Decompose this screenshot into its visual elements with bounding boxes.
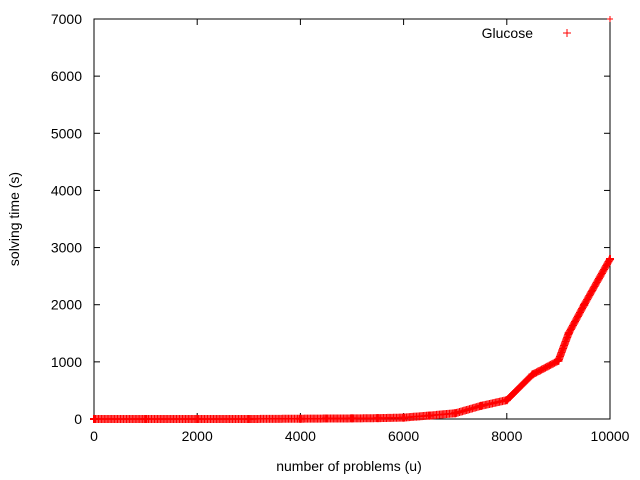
data-point <box>90 415 98 423</box>
y-tick-label: 2000 <box>51 297 82 313</box>
x-axis-label: number of problems (u) <box>276 458 422 474</box>
data-point <box>528 370 537 379</box>
data-point <box>607 16 613 22</box>
plot-area <box>93 18 611 420</box>
data-point <box>451 409 460 418</box>
data-point <box>244 415 253 423</box>
x-tick-label: 4000 <box>285 428 316 444</box>
y-axis-label: solving time (s) <box>6 172 22 266</box>
legend-marker-glyph <box>563 29 571 37</box>
data-point <box>425 411 434 420</box>
legend-marker-glucose <box>563 29 571 37</box>
data-point <box>399 413 408 422</box>
legend: Glucose <box>482 25 571 41</box>
x-tick-label: 6000 <box>388 428 419 444</box>
x-tick-label: 8000 <box>491 428 522 444</box>
series-layer <box>90 16 614 423</box>
data-point <box>606 255 614 263</box>
x-tick-label: 10000 <box>591 428 630 444</box>
y-tick-label: 1000 <box>51 354 82 370</box>
y-tick-label: 0 <box>74 411 82 427</box>
data-point <box>193 415 202 423</box>
data-point <box>373 414 382 423</box>
y-tick-label: 7000 <box>51 11 82 27</box>
ticks <box>93 18 611 420</box>
x-tick-label: 0 <box>90 428 98 444</box>
data-point <box>348 414 356 423</box>
data-point <box>141 415 150 423</box>
data-point <box>296 414 305 423</box>
y-tick-label: 5000 <box>51 125 82 141</box>
y-tick-label: 3000 <box>51 240 82 256</box>
data-point <box>477 401 485 410</box>
legend-label-glucose: Glucose <box>482 25 534 41</box>
y-tick-label: 4000 <box>51 182 82 198</box>
data-point <box>502 396 511 405</box>
data-point <box>554 356 563 365</box>
series-glucose <box>90 16 614 423</box>
data-point <box>580 300 589 309</box>
data-point <box>564 329 573 338</box>
data-point <box>322 414 331 423</box>
x-tick-label: 2000 <box>182 428 213 444</box>
tick-labels: 0 2000 4000 6000 8000 10000 0 1000 2000 3000 4000 5… <box>51 11 630 444</box>
y-tick-label: 6000 <box>51 68 82 84</box>
